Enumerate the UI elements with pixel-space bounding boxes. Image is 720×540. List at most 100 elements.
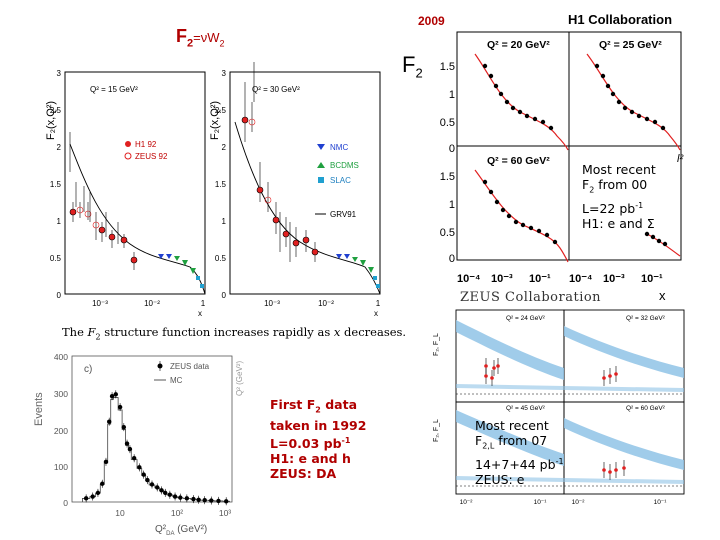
- h1-data-point: [488, 73, 494, 79]
- events-xtick: 10²: [171, 508, 183, 518]
- data-point: [90, 494, 95, 499]
- zeus-92-marker: [124, 152, 132, 160]
- h1-f2-panels: 1.5 1 0.5 0 1.5 1 0.5 0 10⁻⁴ 10⁻³ 10⁻¹ 1…: [440, 31, 683, 303]
- events-histogram: Events 400 300 200 100 0 10 10² 10³ Q²DA…: [33, 352, 244, 537]
- zeus-data-point: [492, 366, 496, 370]
- h1-ytick: 0: [449, 143, 455, 155]
- zeus-data-point: [622, 466, 626, 470]
- h1-data-point: [536, 228, 542, 234]
- zeus-band-q45: [456, 410, 564, 466]
- panel1-q2-label: Q² = 15 GeV²: [90, 85, 138, 94]
- panel2-q2-label: Q² = 30 GeV²: [252, 85, 300, 94]
- data-point: [121, 424, 127, 430]
- zeus-fl-panels: F₂, F_L F₂, F_L Q² = 24 GeV² Q² = 32 GeV…: [433, 309, 685, 506]
- data-point: [163, 490, 168, 496]
- h1-data-point: [552, 239, 558, 245]
- p2-ytick: 1.5: [215, 180, 227, 189]
- zeus-data-point: [608, 374, 612, 378]
- h1-xtick: 10⁻¹: [529, 273, 551, 285]
- zeus-fl-band-q45: [456, 476, 564, 482]
- nmc-marker: [317, 144, 325, 150]
- legend-bcdms: BCDMS: [330, 161, 359, 170]
- h1-ytick: 1.5: [440, 171, 455, 183]
- zeus-xtick: 10⁻¹: [534, 499, 548, 506]
- h1-data-point: [510, 105, 516, 111]
- zeus-fl-band-q24: [456, 384, 564, 390]
- p2-ytick: 2.5: [215, 106, 227, 115]
- h1-data-point: [520, 222, 526, 228]
- data-point: [155, 485, 160, 490]
- p2-ytick: 3: [222, 69, 227, 78]
- h1-points: [482, 63, 668, 247]
- slac-marker: [318, 177, 324, 183]
- events-panel-tag: c): [84, 364, 92, 375]
- p1-ytick: 0.5: [50, 254, 62, 263]
- p1-ytick: 1: [57, 217, 62, 226]
- h1-data-point: [622, 105, 628, 111]
- events-ytick: 300: [54, 389, 68, 399]
- zeus-data-point: [608, 470, 612, 474]
- zeus-data-point: [602, 376, 606, 380]
- data-point: [167, 492, 173, 497]
- zeus-fl-band-q60: [564, 478, 684, 484]
- h1-curve-q20: [474, 53, 569, 151]
- zeus-q2-60: Q² = 60 GeV²: [626, 405, 666, 412]
- p2-xlabel: x: [374, 309, 378, 318]
- h1-data-point: [650, 234, 656, 240]
- h1-data-point: [540, 119, 546, 125]
- f2-low-x-figure: F₂(x,Q²) F₂(x,Q²) 3 2.5 2 1.5 1 0.5 0 3 …: [45, 62, 381, 318]
- h1-xtick: 10⁻³: [603, 273, 625, 285]
- panel2-fixed-target: [336, 254, 380, 288]
- panel2-points: [241, 62, 319, 262]
- f2-heading: F2=νW2: [176, 26, 225, 50]
- data-point: [117, 404, 123, 410]
- p2-xtick: 10⁻²: [318, 299, 334, 308]
- h1-data-point: [500, 207, 506, 213]
- events-points: [83, 390, 229, 506]
- legend-mc: MC: [170, 376, 183, 385]
- zeus-panel-q60: [563, 401, 685, 495]
- h1-curve-q25: [586, 53, 681, 151]
- data-point: [159, 488, 164, 493]
- h1-data-point: [594, 63, 600, 69]
- right-ylabel: F₂(x,Q²): [209, 101, 221, 140]
- zeus-data-point: [484, 364, 488, 368]
- data-point: [100, 481, 105, 486]
- legend-h1-92: H1 92: [135, 140, 157, 149]
- p1-ytick: 2: [57, 143, 62, 152]
- events-xtick: 10³: [219, 508, 231, 518]
- grv91-curve-panel2: [234, 121, 381, 295]
- h1-xtick: 10⁻¹: [641, 273, 663, 285]
- zeus-ylabel-bottom: F₂, F_L: [433, 419, 440, 442]
- recent-zeus-note: Most recent F2,L from 07 14+7+44 pb-1 ZE…: [475, 418, 564, 487]
- h1-data-point: [652, 119, 658, 125]
- panel2-frame: [229, 71, 381, 295]
- h1-xtick: 10⁻⁴: [569, 273, 592, 285]
- legend-nmc: NMC: [330, 143, 348, 152]
- data-point: [131, 456, 137, 461]
- h1-data-point: [482, 63, 488, 69]
- zeus-q2-45: Q² = 45 GeV²: [506, 405, 546, 412]
- zeus-data-point: [496, 364, 500, 368]
- h1-data-point: [524, 113, 530, 119]
- figure-caption: The F2 structure function increases rapi…: [62, 325, 407, 342]
- events-right-label: Q² (GeV²): [235, 361, 244, 396]
- legend-zeus-92: ZEUS 92: [135, 152, 168, 161]
- data-point: [223, 499, 229, 504]
- h1-data-point: [644, 231, 650, 237]
- data-point: [216, 498, 221, 504]
- p1-xtick: 1: [201, 299, 206, 308]
- left-ylabel: F₂(x,Q²): [45, 101, 57, 140]
- zeus-points: [484, 358, 626, 480]
- h1-data-point: [629, 109, 635, 115]
- events-ytick: 0: [63, 498, 68, 508]
- data-point: [124, 441, 130, 446]
- h1-data-point: [493, 83, 499, 89]
- p1-ytick: 2.5: [50, 106, 62, 115]
- p1-ytick: 1.5: [50, 180, 62, 189]
- panel1-points: [69, 132, 138, 270]
- events-frame: [71, 355, 233, 503]
- data-point: [95, 490, 101, 496]
- p2-ytick: 0: [222, 291, 227, 300]
- panel1-frame: [64, 71, 206, 295]
